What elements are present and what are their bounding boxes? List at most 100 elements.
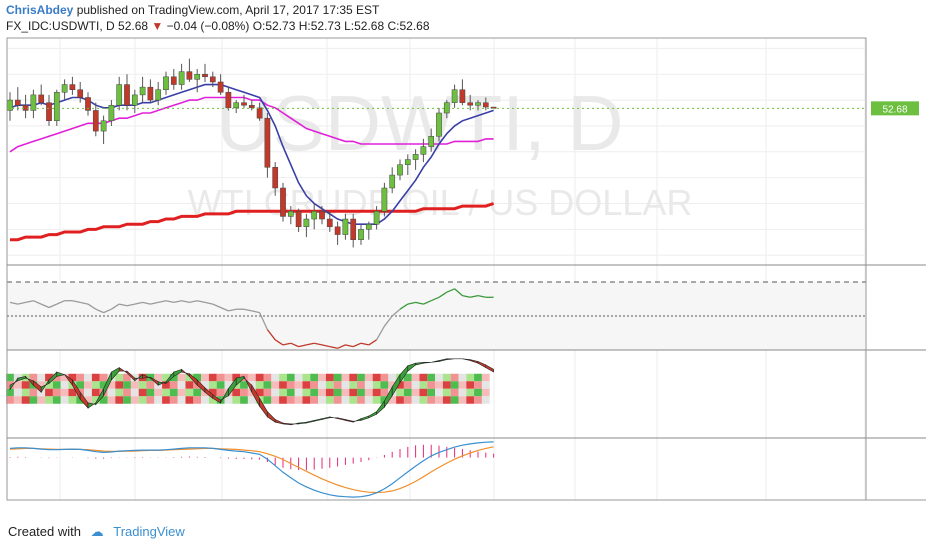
candle-body xyxy=(22,104,29,111)
heat-cell xyxy=(21,396,30,404)
candle-body xyxy=(436,112,442,137)
candle-body xyxy=(482,102,489,108)
heat-cell xyxy=(302,381,311,389)
wave-ribbon xyxy=(267,410,276,423)
wave-ribbon xyxy=(415,361,424,366)
candle-body xyxy=(92,110,99,132)
heat-cell xyxy=(481,388,490,397)
heat-cell xyxy=(177,396,186,404)
macd-line xyxy=(9,441,494,498)
rsi-segment xyxy=(266,329,276,341)
heat-cell xyxy=(364,373,373,382)
heat-cell xyxy=(146,381,155,389)
author-link[interactable]: ChrisAbdey xyxy=(6,3,74,17)
heat-cell xyxy=(403,381,412,389)
wave-ribbon xyxy=(446,358,455,361)
heat-cell xyxy=(294,396,303,404)
heat-cell xyxy=(68,373,77,382)
heat-cell xyxy=(177,373,186,382)
heat-cell xyxy=(60,388,69,397)
heat-cell xyxy=(403,396,412,404)
candle-body xyxy=(53,92,60,122)
wave-ribbon xyxy=(87,402,97,409)
candle-body xyxy=(194,73,201,80)
candle-body xyxy=(459,89,466,103)
candle-body xyxy=(14,99,21,106)
heat-cell xyxy=(91,373,100,382)
heat-cell xyxy=(341,396,350,404)
heat-cell xyxy=(450,396,459,404)
heat-cell xyxy=(357,381,365,389)
heat-cell xyxy=(162,381,170,389)
heat-cell xyxy=(450,388,459,397)
candle-body xyxy=(186,71,193,80)
footer: Created with ☁ TradingView xyxy=(8,524,185,546)
rsi-segment xyxy=(173,300,182,304)
wave-ribbon xyxy=(321,416,331,420)
rsi-segment xyxy=(259,312,268,330)
heat-cell xyxy=(294,373,303,382)
wave-ribbon xyxy=(313,418,323,422)
heat-cell xyxy=(279,388,287,397)
candle-body xyxy=(381,187,388,212)
heat-cell xyxy=(162,388,170,397)
tradingview-brand[interactable]: TradingView xyxy=(113,524,185,539)
heat-cell xyxy=(45,381,53,389)
heat-cell xyxy=(162,373,170,382)
heat-cell xyxy=(13,381,22,389)
heat-cell xyxy=(185,373,194,382)
heat-cell xyxy=(481,381,490,389)
heat-cell xyxy=(427,396,436,404)
heat-cell xyxy=(411,381,420,389)
rsi-segment xyxy=(103,308,112,314)
rsi-segment xyxy=(212,303,221,309)
rsi-segment xyxy=(72,300,81,304)
heat-cell xyxy=(364,381,373,389)
tradingview-logo-icon: ☁ xyxy=(90,524,104,539)
heat-cell xyxy=(302,388,311,397)
heat-cell xyxy=(123,381,131,389)
heat-cell xyxy=(21,388,30,397)
heat-cell xyxy=(411,396,420,404)
wave-ribbon xyxy=(274,419,284,425)
rsi-segment xyxy=(391,308,401,317)
heat-cell xyxy=(68,396,77,404)
heat-cell xyxy=(255,388,264,397)
heat-cell xyxy=(411,373,420,382)
wave-ribbon xyxy=(462,358,471,361)
heat-cell xyxy=(271,388,280,397)
wave-ribbon xyxy=(477,360,487,369)
heat-cell xyxy=(357,396,365,404)
wave-ribbon xyxy=(485,364,494,373)
heat-cell xyxy=(208,381,217,389)
heat-cell xyxy=(396,396,404,404)
heat-cell xyxy=(123,373,131,382)
heat-cell xyxy=(60,396,69,404)
heat-cell xyxy=(138,381,147,389)
rsi-segment xyxy=(407,301,416,305)
heat-cell xyxy=(52,373,61,382)
heat-cell xyxy=(201,373,209,382)
symbol-line: FX_IDC:USDWTI, D 52.68 ▼ −0.04 (−0.08%) … xyxy=(6,19,430,33)
candle-body xyxy=(272,167,279,189)
heat-cell xyxy=(279,381,287,389)
candle-body xyxy=(280,187,286,217)
heat-cell xyxy=(388,381,397,389)
heat-cell xyxy=(263,373,272,382)
heat-cell xyxy=(388,373,397,382)
heat-cell xyxy=(130,388,139,397)
rsi-segment xyxy=(25,300,34,304)
candle-body xyxy=(46,102,52,122)
candle-body xyxy=(420,146,427,155)
heat-cell xyxy=(396,388,404,397)
heat-cell xyxy=(13,373,22,382)
heat-cell xyxy=(115,388,124,397)
heat-cell xyxy=(419,396,428,404)
candle-body xyxy=(264,117,271,168)
heat-cell xyxy=(474,396,482,404)
candle-body xyxy=(170,76,177,85)
rsi-segment xyxy=(189,300,198,304)
heat-cell xyxy=(185,381,194,389)
heat-cell xyxy=(255,381,264,389)
